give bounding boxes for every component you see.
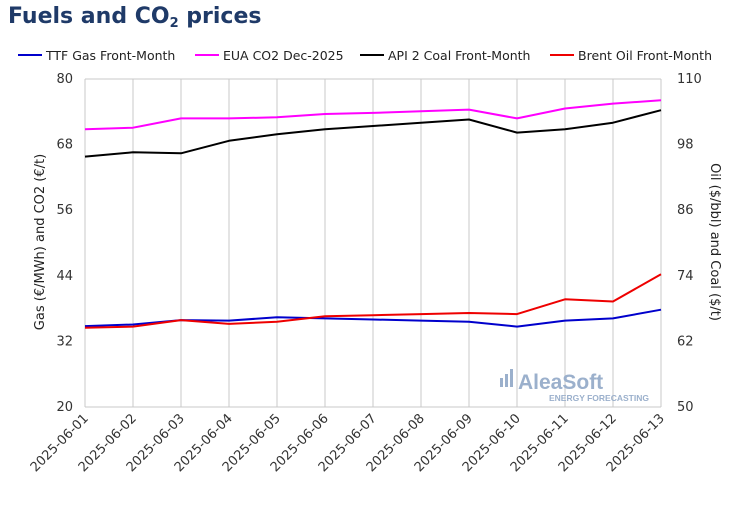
watermark-brand: AleaSoft [518,371,603,394]
series-lines [84,99,662,329]
y2-tick-label: 50 [677,400,694,415]
legend: TTF Gas Front-Month EUA CO2 Dec-2025 API 2… [18,48,712,63]
series-line-eua-co2-dec-2025 [84,99,662,131]
chart-axes: 20324456688050627486981102025-06-012025-… [28,72,702,475]
aleasoft-logo-icon [500,369,513,387]
y-tick-label: 20 [56,400,73,415]
chart-title: Fuels and CO2 prices [8,4,261,31]
y-tick-label: 56 [56,203,73,218]
aleasoft-watermark: AleaSoft ENERGY FORECASTING [500,369,649,403]
legend-label-brent-oil-front-month: Brent Oil Front-Month [578,48,712,63]
legend-label-api-2-coal-front-month: API 2 Coal Front-Month [388,48,530,63]
title-text: Fuels and CO [8,4,170,29]
legend-label-ttf-gas-front-month: TTF Gas Front-Month [45,48,175,63]
y-tick-label: 44 [56,269,73,284]
series-line-brent-oil-front-month [84,273,662,329]
y-axis-left-title: Gas (€/MWh) and CO2 (€/t) [33,154,48,330]
legend-label-eua-co2-dec-2025: EUA CO2 Dec-2025 [223,48,344,63]
watermark-tagline: ENERGY FORECASTING [549,393,649,403]
y2-tick-label: 62 [677,334,694,349]
grid-lines [84,78,662,408]
title-tail: prices [178,4,262,29]
y-tick-label: 32 [56,334,73,349]
y2-tick-label: 74 [677,269,694,284]
title-subscript: 2 [169,16,179,31]
series-line-api-2-coal-front-month [84,109,662,158]
y-tick-label: 68 [56,138,73,153]
y2-tick-label: 98 [677,138,694,153]
y-axis-right-title: Oil ($/bbl) and Coal ($/t) [707,163,722,321]
y-tick-label: 80 [56,72,73,87]
y2-tick-label: 86 [677,203,694,218]
y2-tick-label: 110 [677,72,702,87]
